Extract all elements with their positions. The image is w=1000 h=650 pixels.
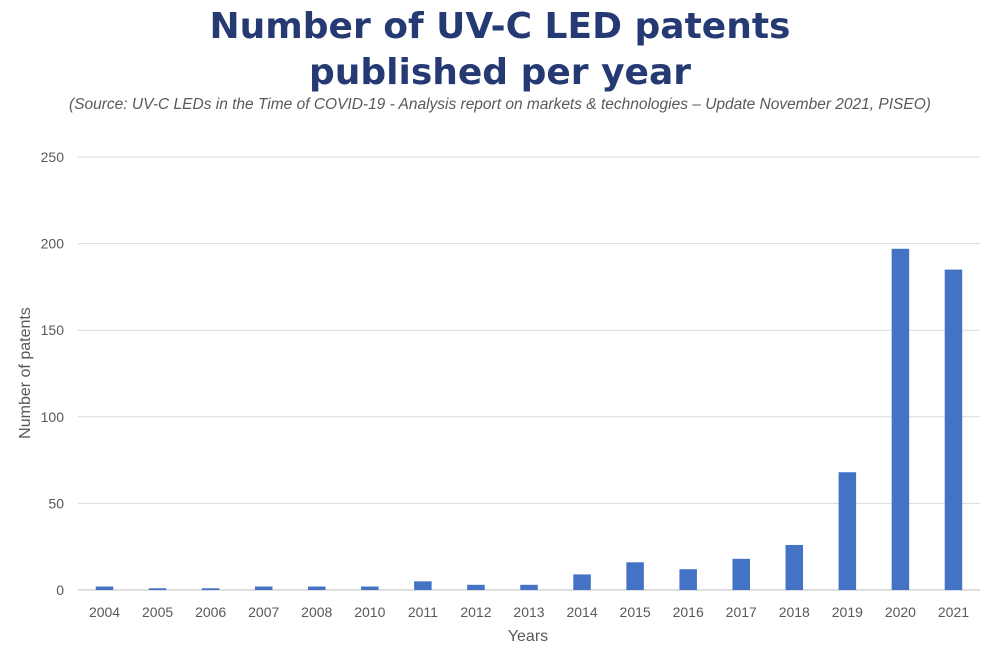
x-axis-title: Years [508,628,548,645]
bar-2016 [679,569,697,590]
bar-2015 [626,562,644,590]
chart-title-line1: Number of UV-C LED patents [209,6,791,47]
y-tick-label: 200 [41,236,65,252]
y-tick-label: 100 [41,409,65,425]
bar-2018 [785,544,804,590]
x-tick-label: 2004 [89,604,120,620]
y-axis-ticks: 0 50 100 150 200 250 [41,149,65,598]
chart-subtitle: (Source: UV-C LEDs in the Time of COVID-… [69,96,931,113]
x-tick-label: 2016 [673,604,704,620]
bar-2014 [573,574,591,590]
x-tick-label: 2015 [620,604,651,620]
bars [95,248,963,590]
x-tick-label: 2020 [885,604,916,620]
bar-2004 [95,586,114,590]
x-axis-ticks: 2004 2005 2006 2007 2008 2010 2011 2012 2013 2014… [89,604,969,620]
x-tick-label: 2007 [248,604,279,620]
x-tick-label: 2006 [195,604,226,620]
bar-2020 [891,248,910,590]
gridlines [78,156,980,591]
bar-2010 [361,586,379,590]
bar-2017 [732,558,750,590]
x-tick-label: 2021 [938,604,969,620]
x-tick-label: 2017 [726,604,757,620]
x-tick-label: 2010 [354,604,385,620]
bar-2005 [148,588,167,590]
bar-2021 [944,269,963,590]
x-tick-label: 2014 [566,604,597,620]
chart-title: Number of UV-C LED patents published per… [0,4,1000,96]
bar-2011 [414,581,432,590]
x-tick-label: 2008 [301,604,332,620]
bar-2012 [467,584,485,590]
bar-2007 [254,586,273,590]
x-tick-label: 2018 [779,604,810,620]
bar-2019 [838,472,857,590]
bar-2008 [308,586,326,590]
x-tick-label: 2012 [460,604,491,620]
x-tick-label: 2019 [832,604,863,620]
y-axis-title: Number of patents [17,307,34,439]
y-tick-label: 150 [41,322,65,338]
x-tick-label: 2013 [513,604,544,620]
bar-2006 [201,588,220,590]
y-tick-label: 50 [48,495,64,511]
bar-2013 [520,584,538,590]
y-tick-label: 0 [56,582,64,598]
y-tick-label: 250 [41,149,65,165]
x-tick-label: 2005 [142,604,173,620]
x-tick-label: 2011 [408,604,438,620]
chart-title-line2: published per year [308,52,692,93]
